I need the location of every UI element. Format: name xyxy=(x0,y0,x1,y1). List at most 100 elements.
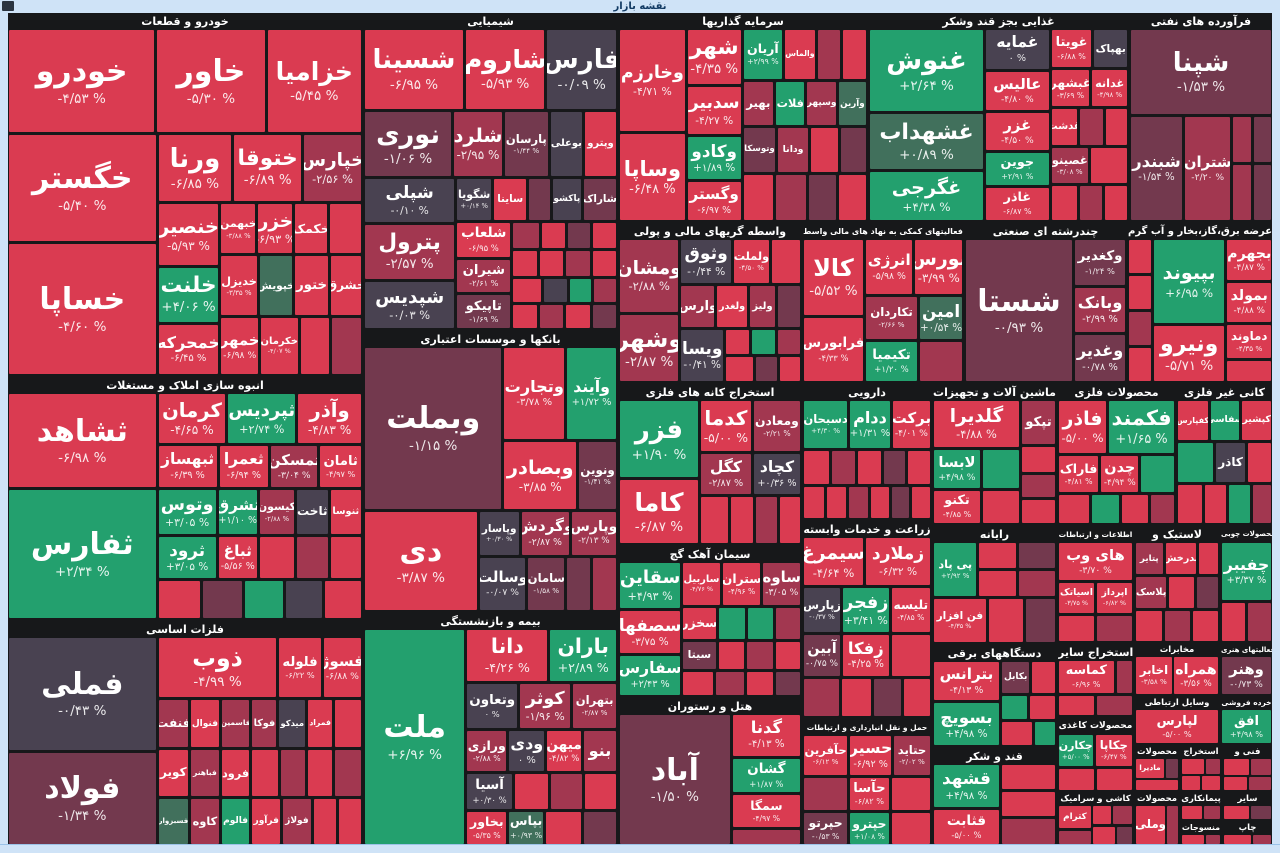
stock-tile-small[interactable] xyxy=(718,607,746,639)
stock-tile[interactable]: کرمان -۴/۶۵ % xyxy=(158,394,226,444)
stock-tile[interactable]: کیسون-۲/۸۸ % xyxy=(259,489,295,534)
stock-tile-small[interactable] xyxy=(1202,775,1220,790)
stock-tile[interactable]: حپرتو -۰/۵۳ % xyxy=(804,813,848,844)
stock-tile-small[interactable] xyxy=(1196,577,1218,608)
stock-tile-small[interactable] xyxy=(1092,826,1116,844)
stock-tile-small[interactable] xyxy=(732,829,800,844)
stock-tile[interactable]: غصینو -۳/۰۸ % xyxy=(1051,147,1088,184)
stock-tile[interactable]: وبصادر -۳/۸۵ % xyxy=(504,442,577,509)
stock-tile-small[interactable] xyxy=(1116,661,1132,693)
stock-tile-small[interactable] xyxy=(513,222,540,248)
stock-tile[interactable]: ثمسکن-۳/۰۴ % xyxy=(270,446,318,487)
stock-tile[interactable]: زاگرس-۱/۱۶ % xyxy=(529,179,550,220)
stock-tile[interactable]: بهپاک+۰/۱۳ % xyxy=(1094,30,1127,68)
stock-tile[interactable]: مادیرا-۵ % xyxy=(1136,759,1164,778)
stock-tile-small[interactable] xyxy=(778,286,800,327)
stock-tile[interactable]: غدشت-۴/۹۹ % xyxy=(1051,108,1077,145)
stock-tile[interactable]: کگل -۲/۸۷ % xyxy=(700,454,751,494)
stock-tile[interactable]: بنو-۲/۵۶ % xyxy=(583,730,616,772)
stock-tile[interactable]: چدن -۴/۹۴ % xyxy=(1101,456,1139,493)
stock-tile[interactable]: وسپهر-۲/۱۸ % xyxy=(807,81,836,126)
stock-tile[interactable]: خپارس -۲/۵۶ % xyxy=(304,135,361,202)
stock-tile-small[interactable] xyxy=(700,496,728,543)
stock-tile[interactable]: وآذر -۴/۸۳ % xyxy=(298,394,361,444)
stock-tile[interactable]: ثرود +۳/۰۵ % xyxy=(158,536,216,579)
stock-tile[interactable]: حآفرین -۶/۱۲ % xyxy=(804,736,848,775)
stock-tile[interactable]: فارس-۰/۰۹ % xyxy=(547,30,616,109)
stock-tile-small[interactable] xyxy=(1104,186,1127,220)
stock-tile[interactable]: فاسمین-۲/۵۳ % xyxy=(221,700,250,748)
stock-tile[interactable]: وکغدیر -۱/۲۴ % xyxy=(1075,240,1125,285)
stock-tile-small[interactable] xyxy=(1021,446,1055,472)
stock-tile[interactable]: ذوب -۴/۹۹ % xyxy=(158,638,277,698)
stock-tile[interactable]: همراه -۳/۵۶ % xyxy=(1174,657,1218,694)
stock-tile[interactable]: ثعمرا -۶/۹۴ % xyxy=(219,446,268,487)
stock-tile-small[interactable] xyxy=(776,671,800,695)
stock-tile-small[interactable] xyxy=(1001,721,1032,745)
stock-tile-small[interactable] xyxy=(718,641,745,669)
stock-tile-small[interactable] xyxy=(1248,776,1271,790)
stock-tile-small[interactable] xyxy=(592,250,617,276)
stock-tile-small[interactable] xyxy=(1166,806,1178,844)
stock-tile[interactable]: فرود-۳/۸۲ % xyxy=(221,750,250,796)
stock-tile[interactable]: سدبیر -۴/۲۷ % xyxy=(687,87,741,135)
stock-tile[interactable]: حتاید -۲/۰۲ % xyxy=(894,736,930,775)
stock-tile[interactable]: فولاژ-۱/۹۶ % xyxy=(283,798,311,844)
stock-tile-small[interactable] xyxy=(1178,443,1213,482)
stock-tile-small[interactable] xyxy=(592,304,617,328)
stock-tile-small[interactable] xyxy=(777,329,800,354)
stock-tile[interactable]: کالا -۵/۵۲ % xyxy=(804,240,863,315)
stock-tile[interactable]: ثنوسا-۴/۸۰ % xyxy=(330,489,361,534)
stock-tile-small[interactable] xyxy=(1248,443,1271,482)
stock-tile-small[interactable] xyxy=(1091,495,1120,523)
stock-tile[interactable]: بپیوند +۶/۹۵ % xyxy=(1153,240,1225,323)
stock-tile[interactable]: بکابل-۰/۸۵ % xyxy=(1001,662,1030,693)
stock-tile[interactable]: پی پاد +۲/۹۲ % xyxy=(934,543,977,596)
stock-tile[interactable]: غمایه ۰ % xyxy=(985,30,1049,70)
stock-tile[interactable]: وشهر -۲/۸۷ % xyxy=(620,314,679,381)
stock-tile-small[interactable] xyxy=(566,304,590,328)
stock-tile[interactable]: پترول -۲/۵۷ % xyxy=(365,224,455,280)
stock-tile-small[interactable] xyxy=(332,318,361,374)
stock-tile[interactable]: ثاخت-۰/۴۲ % xyxy=(297,489,328,534)
stock-tile[interactable]: برکت -۴/۰۱ % xyxy=(892,401,930,448)
stock-tile[interactable]: شاروم -۵/۹۳ % xyxy=(466,30,545,109)
stock-tile[interactable]: آسیا +۰/۳۰ % xyxy=(467,774,512,809)
stock-tile[interactable]: تاپیکو -۱/۶۹ % xyxy=(457,295,511,328)
stock-tile[interactable]: ونیرو -۵/۷۱ % xyxy=(1153,325,1225,381)
stock-tile[interactable]: خنصیر -۵/۹۳ % xyxy=(158,204,219,265)
stock-tile-small[interactable] xyxy=(1018,543,1056,568)
stock-tile-small[interactable] xyxy=(842,678,872,716)
stock-tile[interactable]: سخزر-۳/۸۰ % xyxy=(683,607,716,639)
stock-tile-small[interactable] xyxy=(593,557,616,610)
stock-tile[interactable]: ساربیل -۴/۷۶ % xyxy=(683,563,720,605)
stock-tile-small[interactable] xyxy=(832,450,855,484)
stock-tile[interactable]: ستران -۴/۹۶ % xyxy=(722,563,761,605)
stock-tile-small[interactable] xyxy=(776,641,800,669)
stock-tile-small[interactable] xyxy=(1129,276,1151,309)
stock-tile-small[interactable] xyxy=(335,700,361,748)
stock-tile-small[interactable] xyxy=(857,450,881,484)
stock-tile[interactable]: غشهداب +۰/۸۹ % xyxy=(870,113,983,170)
stock-tile-small[interactable] xyxy=(1092,806,1112,824)
stock-tile-small[interactable] xyxy=(1136,779,1178,790)
stock-tile-small[interactable] xyxy=(1029,695,1055,719)
stock-tile[interactable]: بخاور -۵/۳۵ % xyxy=(467,811,507,844)
stock-tile[interactable]: فلوله -۶/۲۲ % xyxy=(279,638,321,698)
stock-tile[interactable]: ومعادن -۲/۲۱ % xyxy=(753,401,800,452)
stock-tile[interactable]: های وب -۳/۷۰ % xyxy=(1059,543,1132,580)
stock-tile-small[interactable] xyxy=(545,811,581,844)
stock-tile[interactable]: وتوس +۳/۰۵ % xyxy=(158,489,216,534)
stock-tile-small[interactable] xyxy=(1001,765,1055,790)
stock-tile[interactable]: فنفت-۱/۸۱ % xyxy=(158,700,189,748)
stock-tile-small[interactable] xyxy=(804,450,830,484)
stock-tile-small[interactable] xyxy=(1166,759,1178,778)
stock-tile[interactable]: زپارس -۰/۳۷ % xyxy=(804,588,840,633)
stock-tile-small[interactable] xyxy=(891,813,931,844)
stock-tile-small[interactable] xyxy=(585,774,616,809)
stock-tile[interactable]: خودرو -۴/۵۳ % xyxy=(9,30,155,133)
stock-tile-small[interactable] xyxy=(1021,474,1055,498)
stock-tile-small[interactable] xyxy=(979,570,1016,596)
stock-tile-small[interactable] xyxy=(748,607,774,639)
stock-tile-small[interactable] xyxy=(912,486,931,518)
